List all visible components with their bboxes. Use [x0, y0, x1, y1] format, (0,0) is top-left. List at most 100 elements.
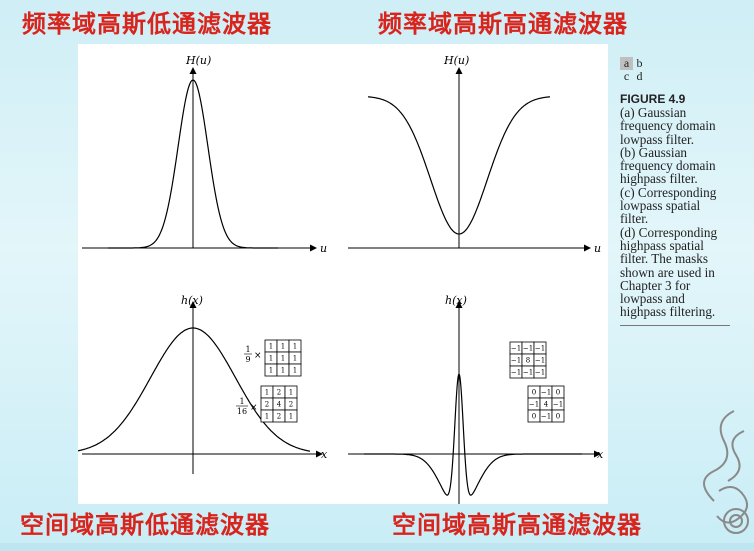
mask-highpass-a-value: −1	[535, 357, 545, 365]
mask-lowpass-weighted-value: 2	[289, 401, 293, 409]
mask-highpass-b-value: 0	[532, 389, 536, 397]
mask-lowpass-weighted-num: 1	[239, 397, 244, 406]
heading-frequency-lowpass: 频率域高斯低通滤波器	[22, 10, 272, 38]
plot-c-xlabel: x	[321, 448, 328, 461]
decorative-ornament	[703, 410, 749, 534]
mask-lowpass-weighted: 1 16 × 1 2 12 4 21 2 1	[236, 385, 298, 423]
plot-c-ylabel: h(x)	[181, 294, 203, 307]
plot-b: H(u) u	[348, 54, 601, 255]
mask-lowpass-weighted-value: 1	[289, 413, 293, 421]
caption-line: lowpass and	[620, 291, 685, 307]
plot-d-ylabel: h(x)	[445, 294, 467, 307]
caption-line: (d) Corresponding	[620, 224, 718, 240]
mask-highpass-b-value: 0	[532, 413, 536, 421]
mask-lowpass-box-den: 9	[245, 355, 250, 364]
mask-highpass-b-value: 4	[544, 401, 549, 409]
subfig-label-d: d	[636, 69, 643, 83]
mask-lowpass-box-value: 1	[281, 367, 285, 375]
mask-lowpass-weighted-grid: 1 2 12 4 21 2 1	[260, 385, 298, 423]
mask-lowpass-box-value: 1	[269, 355, 273, 363]
mask-lowpass-box-value: 1	[281, 355, 285, 363]
plot-a: H(u) u	[82, 54, 327, 255]
subfig-label-c: c	[623, 69, 630, 83]
caption-line: (c) Corresponding	[620, 184, 717, 200]
mask-lowpass-box-value: 1	[293, 343, 297, 351]
plot-b-ylabel: H(u)	[443, 54, 469, 67]
plot-c: h(x) x 1 9 × 1 1 11 1 11 1 1 1 16 × 1 2 12 4 21 2 1	[77, 294, 328, 474]
caption-line: filter. The masks	[620, 251, 709, 267]
mask-lowpass-weighted-value: 2	[277, 389, 281, 397]
mask-highpass-b-value: −1	[553, 401, 563, 409]
mask-lowpass-box-grid: 1 1 11 1 11 1 1	[264, 339, 302, 377]
plot-b-xlabel: u	[594, 242, 601, 255]
mask-highpass-a-value: −1	[523, 345, 533, 353]
mask-highpass-a-value: −1	[535, 345, 545, 353]
mask-lowpass-weighted-value: 2	[277, 413, 281, 421]
caption-text: (a) Gaussian frequency domain lowpass filt…	[620, 106, 740, 319]
plot-b-curve	[367, 96, 551, 235]
mask-highpass-b-value: −1	[529, 401, 539, 409]
caption-line: filter.	[620, 211, 649, 227]
mask-highpass-a-value: −1	[511, 345, 521, 353]
mask-lowpass-weighted-value: 1	[265, 389, 269, 397]
heading-spatial-highpass: 空间域高斯高通滤波器	[392, 511, 642, 539]
caption-line: highpass filter.	[620, 171, 698, 187]
mask-lowpass-weighted-value: 2	[265, 401, 269, 409]
mask-highpass-b-value: −1	[541, 413, 551, 421]
mask-highpass-b-value: −1	[541, 389, 551, 397]
plot-c-curve	[77, 327, 311, 452]
caption-line: frequency domain	[620, 158, 716, 174]
caption-line: frequency domain	[620, 118, 716, 134]
heading-spatial-lowpass: 空间域高斯低通滤波器	[20, 511, 270, 539]
mask-lowpass-weighted-den: 16	[237, 407, 247, 416]
mask-highpass-b-grid: 0 −1 0 −1 4 −1 0 −1 0	[527, 385, 565, 423]
subfig-label-b: b	[636, 56, 643, 70]
mask-lowpass-weighted-value: 1	[265, 413, 269, 421]
mask-lowpass-box-times: ×	[254, 351, 262, 361]
mask-lowpass-weighted-value: 1	[289, 389, 293, 397]
mask-highpass-a-value: −1	[511, 357, 521, 365]
mask-highpass-a-value: −1	[511, 369, 521, 377]
heading-frequency-highpass: 频率域高斯高通滤波器	[378, 10, 628, 38]
caption-line: (b) Gaussian	[620, 144, 688, 160]
caption-line: lowpass filter.	[620, 131, 694, 147]
plot-a-ylabel: H(u)	[185, 54, 211, 67]
mask-lowpass-weighted-cell	[284, 409, 298, 423]
caption-line: highpass filtering.	[620, 304, 716, 320]
mask-highpass-b-value: 0	[556, 389, 560, 397]
plot-d: h(x) x −1 −1 −1−1 8 −1−1 −1 −1 0 −1 0−1 4 −10 −1 0	[348, 294, 604, 504]
caption-rule	[620, 324, 730, 326]
subfigure-key: a b c d	[620, 57, 646, 83]
subfig-label-a: a	[620, 57, 633, 70]
caption-line: highpass spatial	[620, 237, 704, 253]
mask-highpass-a-cell	[533, 365, 547, 379]
figure-label: FIGURE 4.9	[620, 92, 686, 106]
mask-lowpass-box-value: 1	[281, 343, 285, 351]
mask-lowpass-box-cell	[288, 363, 302, 377]
mask-highpass-a-grid: −1 −1 −1−1 8 −1−1 −1 −1	[509, 341, 547, 379]
caption-line: (a) Gaussian	[620, 105, 687, 120]
mask-highpass-b-value: 0	[556, 413, 560, 421]
caption-line: Chapter 3 for	[620, 277, 691, 293]
plot-a-curve	[108, 79, 278, 249]
mask-lowpass-box-value: 1	[293, 367, 297, 375]
mask-lowpass-box: 1 9 × 1 1 11 1 11 1 1	[244, 339, 302, 377]
figure-caption: a b c d FIGURE 4.9 (a) Gaussian frequency…	[620, 56, 740, 326]
mask-lowpass-weighted-value: 4	[277, 401, 282, 409]
caption-line: shown are used in	[620, 264, 715, 280]
mask-lowpass-box-value: 1	[293, 355, 297, 363]
mask-lowpass-weighted-times: ×	[250, 403, 258, 413]
caption-line: lowpass spatial	[620, 198, 701, 214]
mask-highpass-b-cell	[551, 409, 565, 423]
mask-highpass-a-value: −1	[535, 369, 545, 377]
mask-lowpass-box-value: 1	[269, 367, 273, 375]
mask-lowpass-box-num: 1	[245, 345, 250, 354]
mask-lowpass-box-value: 1	[269, 343, 273, 351]
decorative-tile-strip	[0, 543, 754, 551]
plot-d-curve	[364, 372, 582, 496]
mask-highpass-a-value: 8	[526, 357, 530, 365]
plot-d-xlabel: x	[597, 448, 604, 461]
plot-a-xlabel: u	[320, 242, 327, 255]
mask-highpass-a-value: −1	[523, 369, 533, 377]
